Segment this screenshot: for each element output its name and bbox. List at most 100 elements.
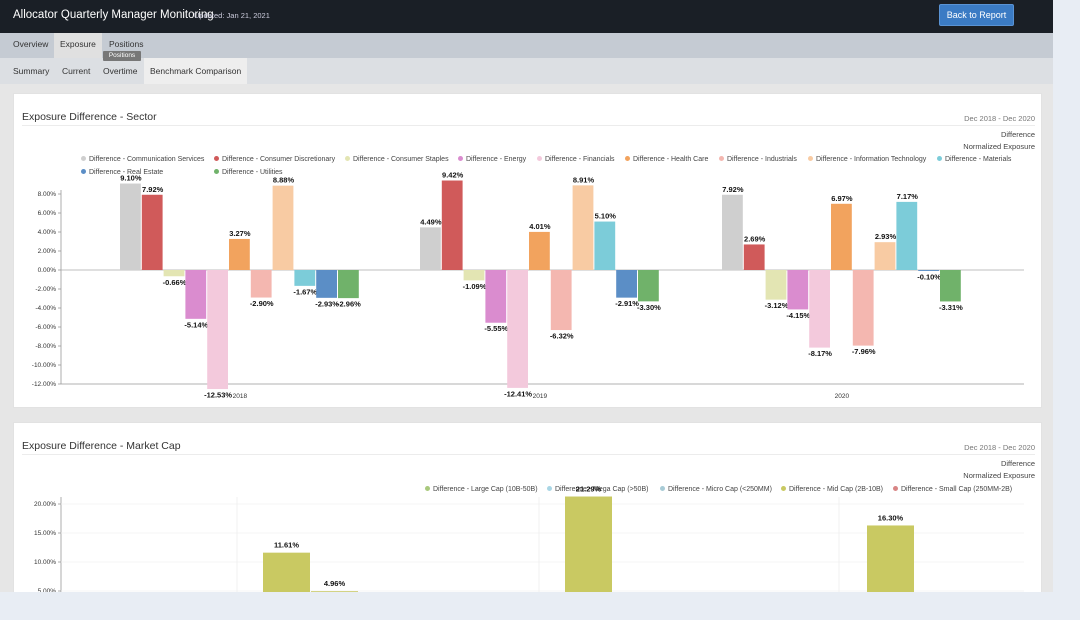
legend-label: Difference - Energy bbox=[466, 156, 527, 163]
legend-item-difference-real-estate[interactable]: Difference - Real Estate bbox=[81, 169, 163, 176]
legend-label: Difference - Real Estate bbox=[89, 169, 164, 176]
y-tick-label: -8.00% bbox=[35, 343, 56, 350]
y-tick-label: 2.00% bbox=[38, 248, 57, 255]
bar-difference-energy-2018 bbox=[185, 270, 207, 319]
bar-difference-utilities-2019 bbox=[638, 270, 659, 302]
data-label: 11.61% bbox=[274, 541, 299, 550]
legend-item-difference-industrials[interactable]: Difference - Industrials bbox=[719, 156, 797, 163]
legend-label: Difference - Information Technology bbox=[816, 156, 927, 163]
bar-difference-materials-2019 bbox=[594, 221, 616, 270]
data-label: -1.09% bbox=[463, 282, 487, 291]
bar-difference-industrials-2020 bbox=[852, 270, 874, 346]
sector-legend: Difference - Communication Services Diffe… bbox=[14, 94, 1043, 184]
legend-item-difference-materials[interactable]: Difference - Materials bbox=[937, 156, 1011, 163]
legend-dot-icon bbox=[537, 156, 542, 161]
legend-label: Difference - Communication Services bbox=[89, 156, 205, 163]
legend-dot-icon bbox=[781, 486, 786, 491]
bar-difference-energy-2020 bbox=[787, 270, 809, 310]
y-tick-label: -6.00% bbox=[35, 324, 56, 331]
legend-label: Difference - Small Cap (250MM-2B) bbox=[901, 486, 1013, 493]
sector-card-title: Exposure Difference - Sector bbox=[22, 111, 157, 123]
y-tick-label: -10.00% bbox=[32, 362, 56, 369]
legend-item-difference-mega-cap-50b[interactable]: Difference - Mega Cap (>50B) bbox=[547, 486, 648, 493]
bar-difference-information-technology-2019 bbox=[572, 185, 594, 270]
legend-item-difference-large-cap-10b-50b[interactable]: Difference - Large Cap (10B-50B) bbox=[425, 486, 538, 493]
secondary-tabs: Summary Current Overtime Benchmark Compa… bbox=[0, 58, 1053, 84]
top-bar: Allocator Quarterly Manager Monitoring U… bbox=[0, 0, 1053, 33]
data-label: 8.88% bbox=[273, 176, 295, 185]
positions-tooltip: Positions bbox=[103, 51, 141, 61]
y-tick-label: 5.00% bbox=[38, 588, 57, 592]
tab-overtime[interactable]: Overtime bbox=[103, 66, 138, 76]
data-label: -7.96% bbox=[852, 347, 876, 356]
legend-label: Difference - Mega Cap (>50B) bbox=[555, 486, 649, 493]
legend-item-difference-small-cap-250mm-2b[interactable]: Difference - Small Cap (250MM-2B) bbox=[893, 486, 1012, 493]
legend-item-difference-information-technology[interactable]: Difference - Information Technology bbox=[808, 156, 926, 163]
legend-item-difference-utilities[interactable]: Difference - Utilities bbox=[214, 169, 283, 176]
bar-difference-consumer-discretionary-2020 bbox=[743, 244, 765, 270]
legend-dot-icon bbox=[937, 156, 942, 161]
sector-meta-normalized: Normalized Exposure bbox=[963, 142, 1035, 151]
sector-plot: 8.00% 6.00% 4.00% 2.00% 0.00% -2.00% -4.00% -6.… bbox=[32, 171, 1024, 400]
legend-item-difference-micro-cap-250mm[interactable]: Difference - Micro Cap (<250MM) bbox=[660, 486, 772, 493]
tab-exposure[interactable]: Exposure bbox=[54, 33, 102, 58]
back-to-report-button[interactable]: Back to Report bbox=[939, 4, 1014, 26]
cap-card-title: Exposure Difference - Market Cap bbox=[22, 440, 181, 452]
legend-item-difference-consumer-staples[interactable]: Difference - Consumer Staples bbox=[345, 156, 449, 163]
market-cap-chart-card: Exposure Difference - Market Cap Dec 201… bbox=[13, 422, 1042, 592]
legend-dot-icon bbox=[81, 156, 86, 161]
tab-overview[interactable]: Overview bbox=[13, 39, 49, 49]
data-label: -2.90% bbox=[250, 299, 274, 308]
legend-dot-icon bbox=[458, 156, 463, 161]
data-label: 2.93% bbox=[875, 232, 897, 241]
legend-item-difference-health-care[interactable]: Difference - Health Care bbox=[625, 156, 708, 163]
tab-current[interactable]: Current bbox=[62, 66, 91, 76]
y-tick-label: 6.00% bbox=[38, 210, 57, 217]
cap-meta-difference: Difference bbox=[1000, 459, 1035, 468]
tab-positions[interactable]: Positions bbox=[109, 39, 144, 49]
data-label: -2.96% bbox=[337, 300, 361, 309]
legend-label: Difference - Consumer Discretionary bbox=[222, 156, 336, 163]
app-title: Allocator Quarterly Manager Monitoring bbox=[13, 9, 214, 21]
bar-difference-materials-2018 bbox=[294, 270, 316, 286]
bar-difference-financials-2018 bbox=[207, 270, 228, 390]
data-label: -5.14% bbox=[184, 320, 208, 329]
updated-timestamp: Updated: Jan 21, 2021 bbox=[194, 11, 270, 20]
legend-item-difference-mid-cap-2b-10b[interactable]: Difference - Mid Cap (2B-10B) bbox=[781, 486, 883, 493]
y-tick-label: 8.00% bbox=[38, 191, 57, 198]
y-tick-label: 0.00% bbox=[38, 267, 57, 274]
legend-label: Difference - Industrials bbox=[727, 156, 797, 163]
data-label: 5.10% bbox=[595, 212, 617, 221]
bar-difference-consumer-discretionary-2018 bbox=[141, 194, 163, 270]
data-label: 7.92% bbox=[722, 185, 744, 194]
bar-difference-information-technology-2020 bbox=[874, 242, 896, 270]
data-label: 6.97% bbox=[831, 194, 853, 203]
data-label: 9.10% bbox=[120, 174, 142, 183]
bar-difference-industrials-2018 bbox=[250, 270, 272, 298]
tab-summary[interactable]: Summary bbox=[13, 66, 50, 76]
y-tick-label: 20.00% bbox=[34, 501, 56, 508]
bar-difference-real-estate-2019 bbox=[616, 270, 637, 298]
y-tick-label: 10.00% bbox=[34, 559, 56, 566]
divider bbox=[22, 125, 1035, 126]
bar-difference-consumer-discretionary-2019 bbox=[441, 180, 463, 270]
legend-dot-icon bbox=[214, 169, 219, 174]
divider bbox=[22, 454, 1035, 455]
legend-item-difference-consumer-discretionary[interactable]: Difference - Consumer Discretionary bbox=[214, 156, 335, 163]
legend-item-difference-energy[interactable]: Difference - Energy bbox=[458, 156, 526, 163]
legend-item-difference-financials[interactable]: Difference - Financials bbox=[537, 156, 615, 163]
data-label: 7.92% bbox=[142, 185, 164, 194]
cap-chart: 20.00% 15.00% 10.00% 5.00% 11.61% 4.96% 21.29%… bbox=[34, 485, 1024, 592]
x-tick-label: 2018 bbox=[233, 393, 248, 400]
legend-dot-icon bbox=[660, 486, 665, 491]
legend-item-difference-communication-services[interactable]: Difference - Communication Services bbox=[81, 156, 204, 163]
legend-label: Difference - Utilities bbox=[222, 169, 283, 176]
legend-dot-icon bbox=[547, 486, 552, 491]
tab-benchmark-comparison[interactable]: Benchmark Comparison bbox=[144, 58, 248, 84]
legend-dot-icon bbox=[214, 156, 219, 161]
sector-chart-card: Exposure Difference - Sector Dec 2018 - … bbox=[13, 93, 1042, 408]
legend-label: Difference - Micro Cap (<250MM) bbox=[668, 486, 772, 493]
legend-label: Difference - Large Cap (10B-50B) bbox=[433, 486, 538, 493]
data-label: -6.32% bbox=[550, 332, 574, 341]
y-tick-label: -2.00% bbox=[35, 286, 56, 293]
